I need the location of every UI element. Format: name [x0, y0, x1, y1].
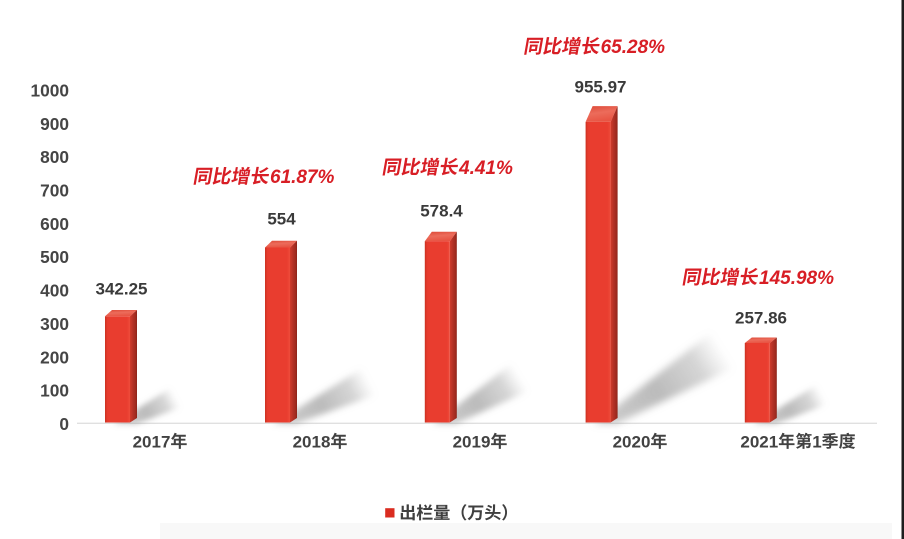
svg-text:61.87%: 61.87% — [270, 167, 335, 188]
svg-text:2017: 2017 — [133, 432, 171, 451]
svg-text:2020: 2020 — [613, 432, 651, 451]
svg-text:257.86: 257.86 — [735, 309, 787, 328]
svg-text:4.41%: 4.41% — [458, 158, 513, 179]
svg-text:900: 900 — [40, 114, 69, 134]
svg-text:800: 800 — [40, 147, 69, 167]
svg-text:955.97: 955.97 — [575, 77, 627, 96]
svg-text:100: 100 — [40, 381, 69, 401]
svg-text:0: 0 — [59, 414, 69, 434]
svg-text:65.28%: 65.28% — [601, 37, 666, 58]
svg-text:2021: 2021 — [740, 432, 778, 451]
svg-text:1: 1 — [812, 432, 821, 451]
svg-text:342.25: 342.25 — [96, 280, 148, 299]
svg-text:2018: 2018 — [293, 432, 331, 451]
svg-text:300: 300 — [40, 314, 69, 334]
svg-text:400: 400 — [40, 281, 69, 301]
svg-text:2019: 2019 — [453, 432, 491, 451]
svg-text:500: 500 — [40, 247, 69, 267]
svg-text:554: 554 — [267, 210, 296, 229]
svg-text:200: 200 — [40, 347, 69, 367]
svg-text:145.98%: 145.98% — [759, 268, 834, 289]
svg-text:578.4: 578.4 — [420, 202, 463, 221]
svg-text:1000: 1000 — [31, 81, 69, 101]
svg-text:700: 700 — [40, 181, 69, 201]
svg-text:600: 600 — [40, 214, 69, 234]
